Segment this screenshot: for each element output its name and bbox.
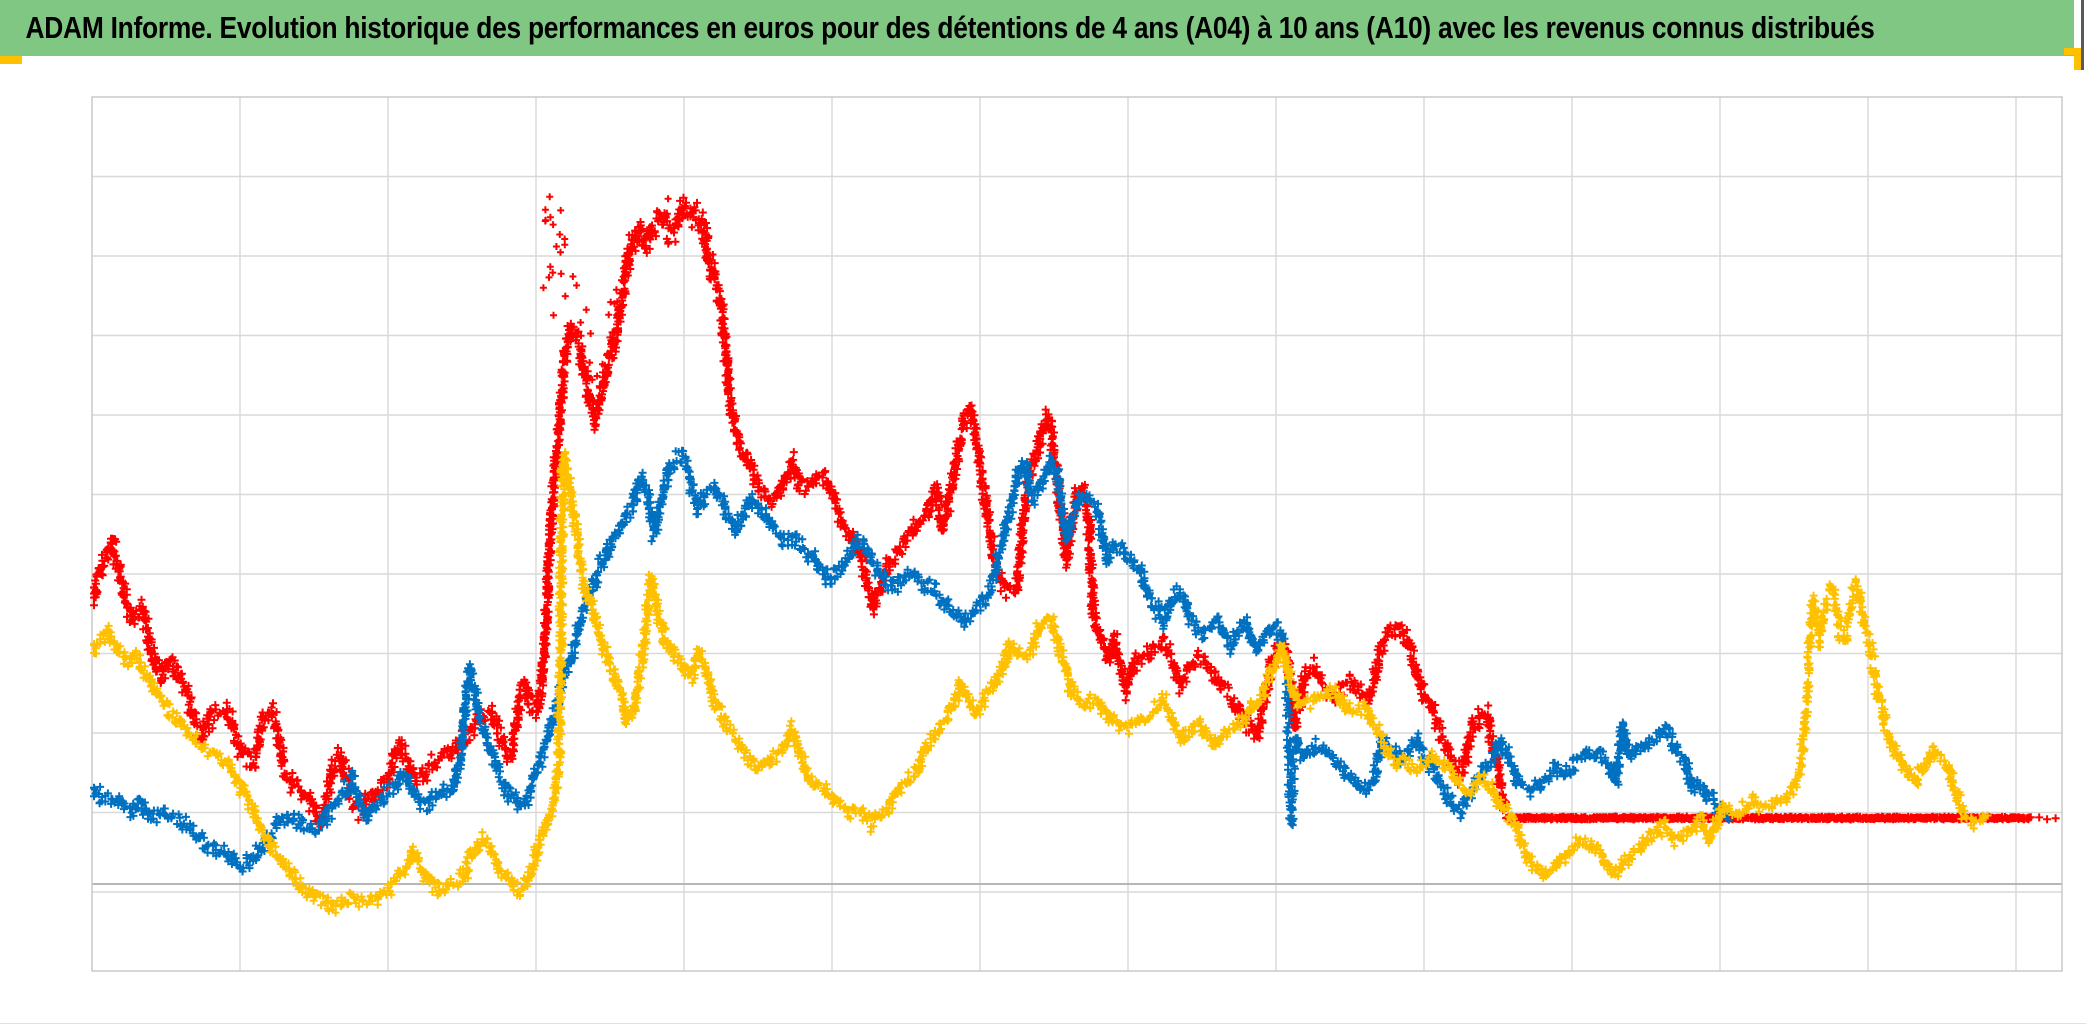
page-title: ADAM Informe. Evolution historique des p…: [25, 10, 1875, 45]
banner-accent-left: [0, 56, 22, 64]
banner-accent-corner-horizontal: [2064, 48, 2082, 55]
series-bleu: [90, 446, 1733, 876]
banner-accent-corner-vertical: [2074, 55, 2082, 70]
bottom-divider: [0, 1023, 2086, 1024]
banner-right-divider: [2081, 0, 2084, 70]
title-banner: ADAM Informe. Evolution historique des p…: [0, 0, 2074, 56]
series-jaune: [90, 448, 1992, 917]
plot-border: [91, 96, 2063, 972]
